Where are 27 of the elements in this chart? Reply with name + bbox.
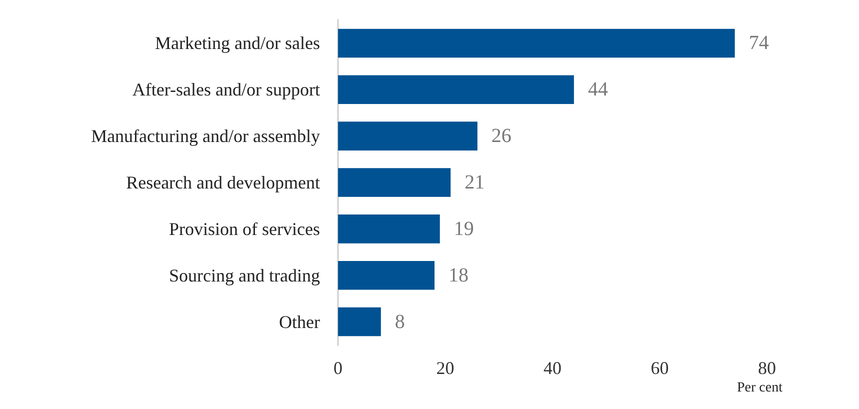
bar	[338, 168, 451, 197]
bar	[338, 122, 478, 150]
data-label: 21	[464, 172, 485, 194]
bar	[338, 260, 435, 290]
bar	[338, 28, 735, 58]
x-tick-label: 40	[544, 358, 562, 378]
y-tick-label: Marketing and/or sales	[155, 33, 320, 54]
bar	[338, 214, 440, 244]
data-label: 74	[748, 32, 769, 54]
y-tick-label: Other	[279, 312, 320, 332]
y-tick-label: Manufacturing and/or assembly	[91, 126, 320, 146]
data-label: 19	[454, 218, 474, 240]
y-tick-label: Research and development	[126, 172, 320, 192]
data-label: 26	[491, 125, 512, 148]
y-tick-label: After-sales and/or support	[132, 80, 320, 100]
x-tick-label: 20	[436, 358, 454, 378]
y-tick-label: Provision of services	[169, 218, 320, 239]
data-label: 44	[588, 78, 608, 101]
bar	[338, 307, 381, 336]
x-tick-label: 60	[650, 358, 669, 378]
x-tick-label: 80	[758, 358, 776, 378]
data-label: 8	[394, 310, 405, 333]
x-axis-title: Per cent	[737, 380, 783, 396]
y-tick-label: Sourcing and trading	[169, 265, 320, 286]
data-label: 18	[448, 264, 469, 286]
bar	[338, 75, 574, 104]
x-tick-label: 0	[334, 358, 342, 378]
